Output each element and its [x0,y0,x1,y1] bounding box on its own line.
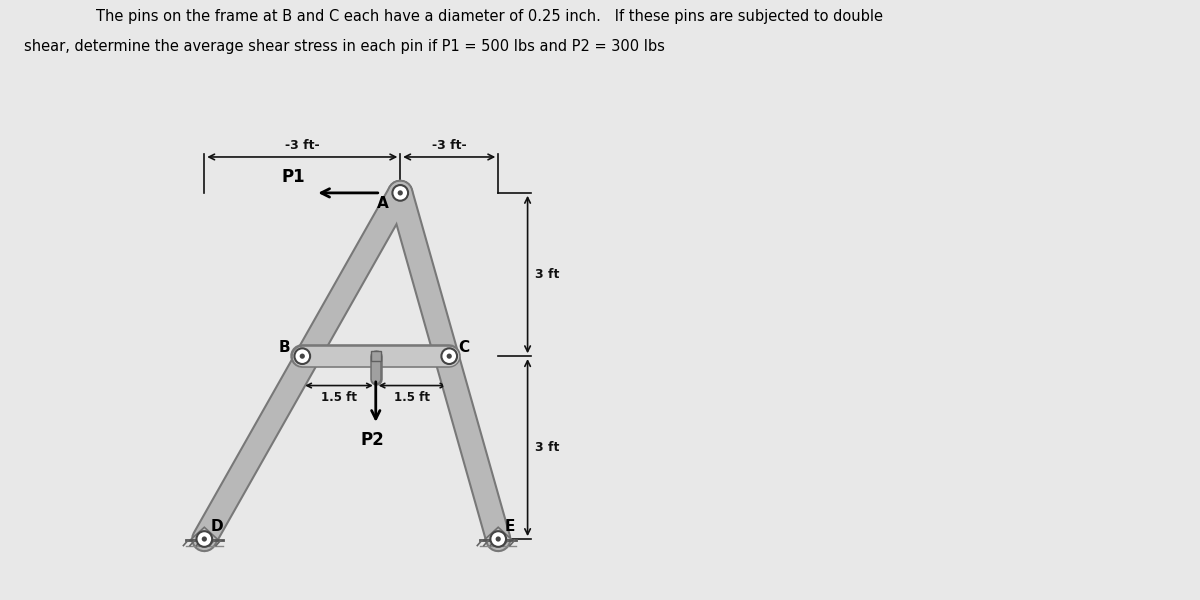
Text: P2: P2 [361,431,384,449]
Circle shape [294,349,310,364]
Circle shape [496,536,500,542]
Text: A: A [377,196,389,211]
Text: P1: P1 [282,169,306,187]
Text: 1.5 ft: 1.5 ft [322,391,358,404]
Text: 1.5 ft: 1.5 ft [395,391,431,404]
Text: B: B [278,340,290,355]
Text: -3 ft-: -3 ft- [432,139,467,152]
Circle shape [300,353,305,359]
Text: 3 ft: 3 ft [535,441,560,454]
Polygon shape [484,527,512,541]
Text: C: C [458,340,469,355]
Polygon shape [190,527,218,541]
Circle shape [491,531,506,547]
Bar [371,351,380,361]
Circle shape [197,531,212,547]
Text: D: D [211,519,223,534]
Circle shape [446,353,452,359]
Text: E: E [505,519,515,534]
Circle shape [392,185,408,201]
Text: -3 ft-: -3 ft- [284,139,319,152]
Text: shear, determine the average shear stress in each pin if P1 = 500 lbs and P2 = 3: shear, determine the average shear stres… [24,39,665,54]
Circle shape [397,190,403,196]
Text: 3 ft: 3 ft [535,268,560,281]
Circle shape [442,349,457,364]
Text: The pins on the frame at B and C each have a diameter of 0.25 inch.   If these p: The pins on the frame at B and C each ha… [96,9,883,24]
Circle shape [202,536,206,542]
